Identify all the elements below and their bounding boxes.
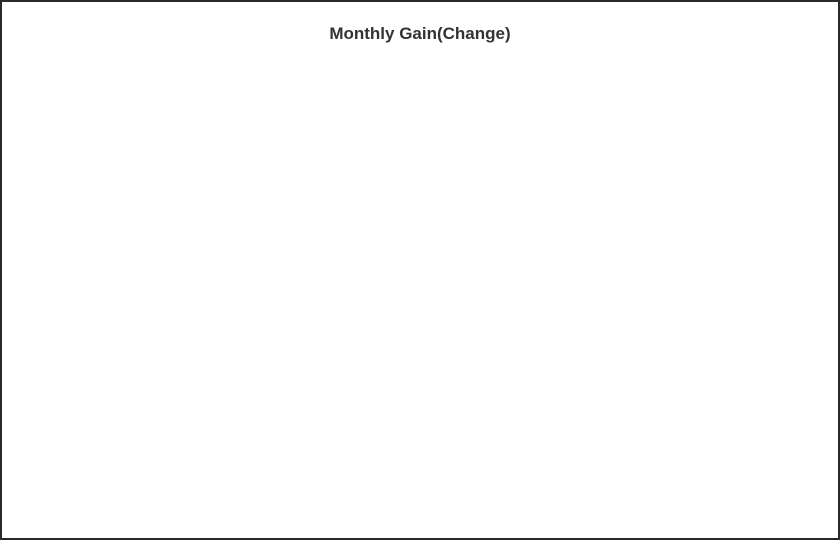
bars-container [74, 82, 804, 422]
plot-area [74, 82, 804, 422]
chart-title: Monthly Gain(Change) [2, 24, 838, 44]
x-axis-labels [74, 426, 804, 506]
chart-frame: Monthly Gain(Change) [0, 0, 840, 540]
